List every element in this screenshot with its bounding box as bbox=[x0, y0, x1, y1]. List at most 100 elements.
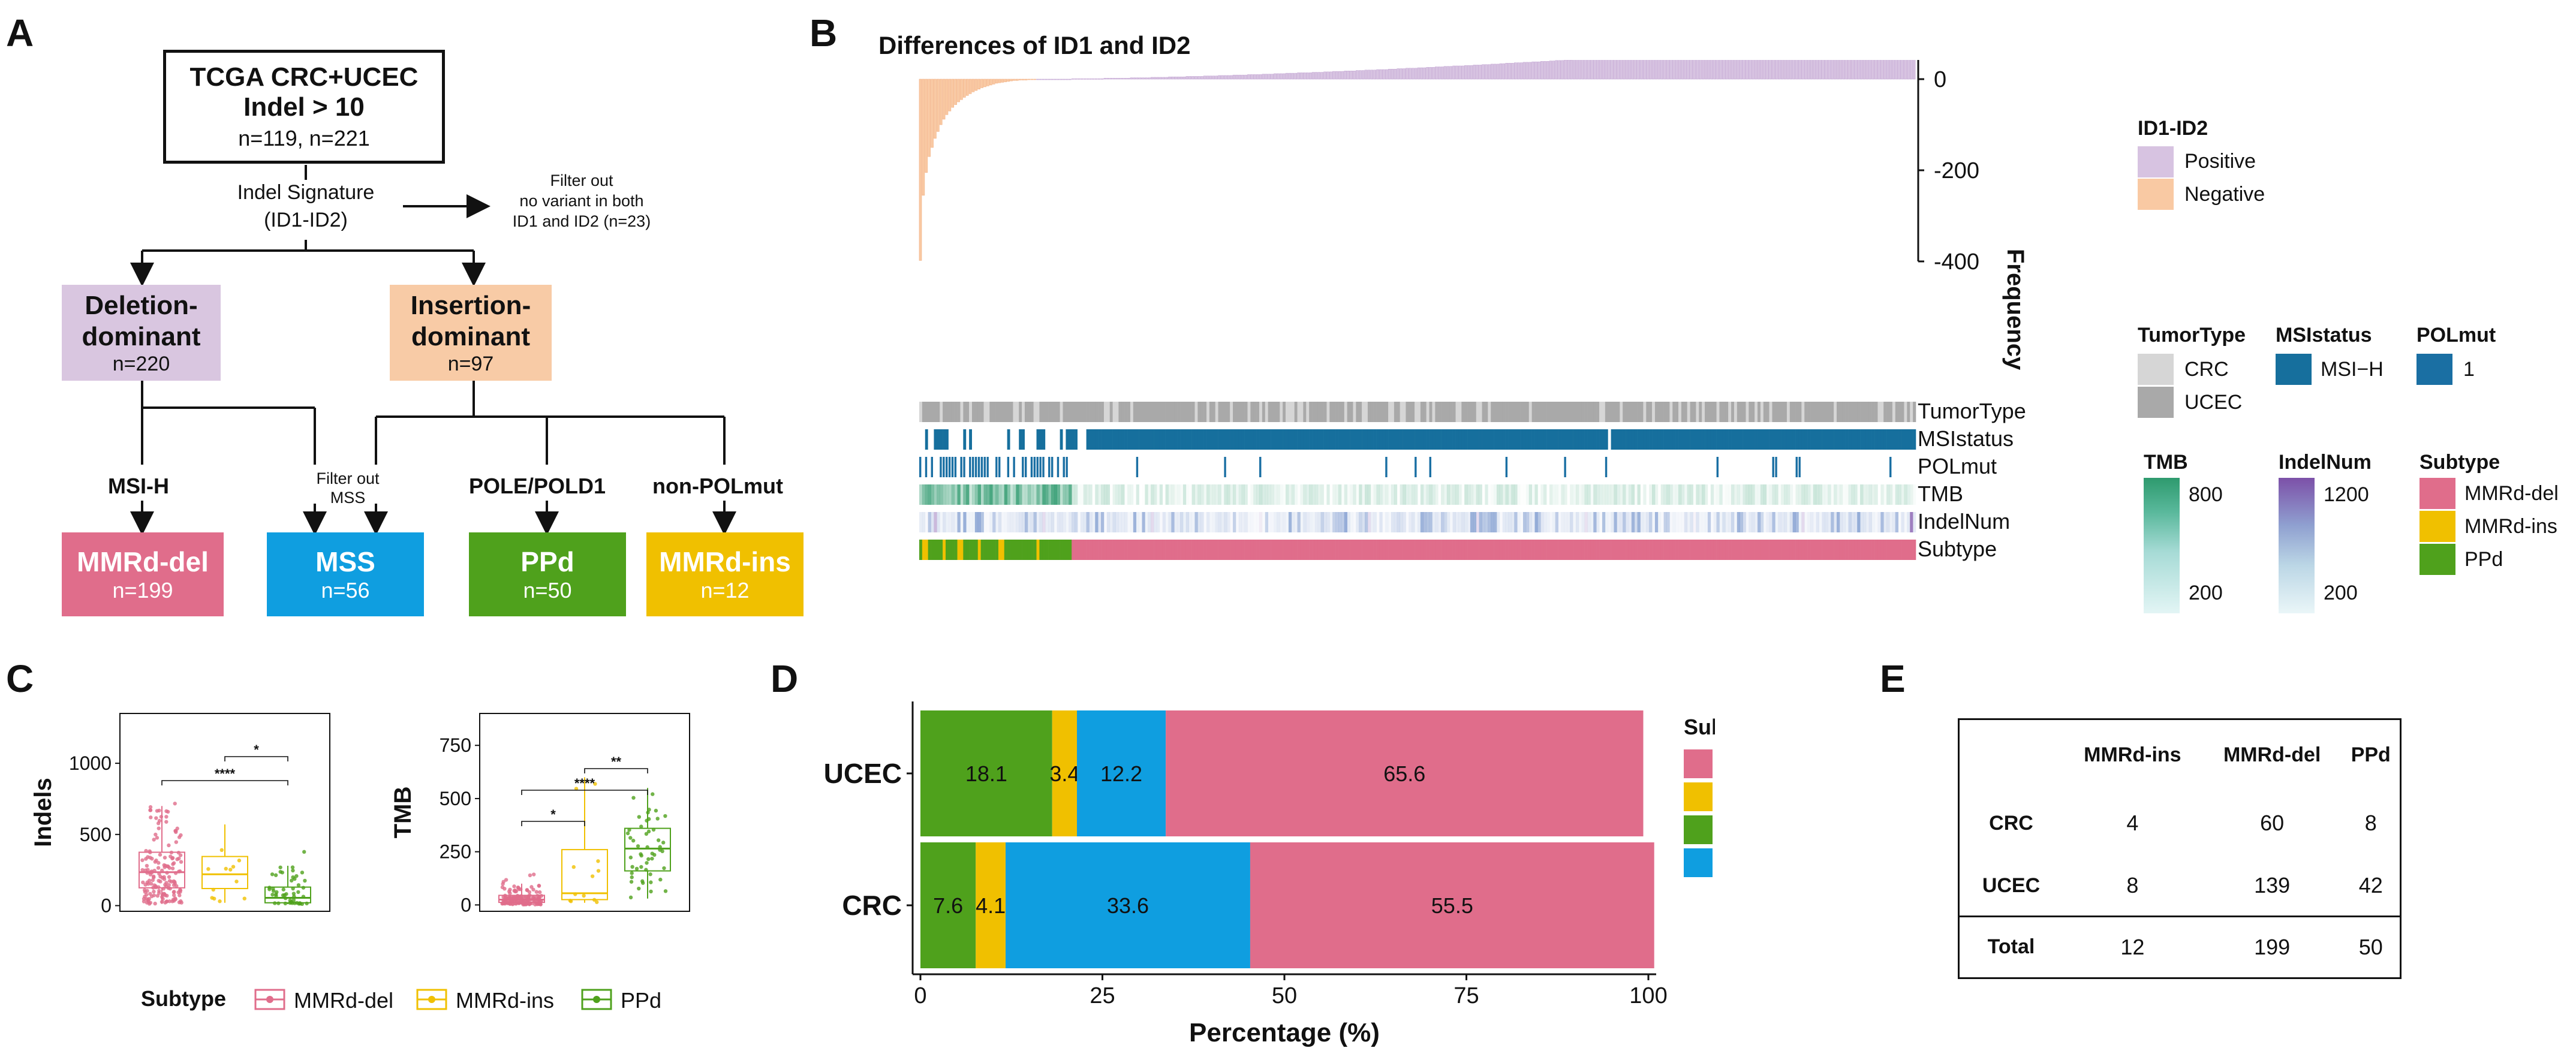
msistatus-cell bbox=[1848, 429, 1852, 450]
msistatus-cell bbox=[1098, 429, 1102, 450]
subtype-cell bbox=[998, 540, 1002, 560]
subtype-cell bbox=[1039, 540, 1043, 560]
tmb-cell bbox=[1441, 484, 1445, 505]
polmut-cell bbox=[1784, 457, 1787, 477]
data-point bbox=[300, 871, 305, 875]
tumortype-cell bbox=[948, 402, 952, 422]
indelnum-cell bbox=[1145, 512, 1148, 532]
data-point bbox=[297, 902, 301, 906]
subtype-cell bbox=[1901, 540, 1904, 560]
indelnum-cell bbox=[1409, 512, 1412, 532]
tumortype-cell bbox=[977, 402, 981, 422]
subtype-cell bbox=[925, 540, 928, 560]
frequency-bar bbox=[1435, 67, 1438, 80]
data-point bbox=[143, 883, 148, 887]
tumortype-cell bbox=[1654, 402, 1659, 422]
frequency-bar bbox=[995, 79, 998, 84]
tumortype-cell bbox=[1449, 402, 1453, 422]
polmut-cell bbox=[1746, 457, 1749, 477]
table-cell: 60 bbox=[2260, 811, 2285, 835]
data-point bbox=[625, 831, 630, 836]
subtype-cell bbox=[1784, 540, 1787, 560]
polmut-cell bbox=[945, 457, 948, 477]
data-point bbox=[630, 875, 634, 880]
tmb-cell bbox=[1575, 484, 1579, 505]
indelnum-cell bbox=[1265, 512, 1268, 532]
tumortype-cell bbox=[1054, 402, 1058, 422]
tumortype-cell bbox=[1288, 402, 1292, 422]
stacked-bar-segment bbox=[1052, 710, 1078, 836]
frequency-bar bbox=[1749, 60, 1752, 80]
panel-b-title: Differences of ID1 and ID2 bbox=[878, 31, 1191, 59]
polmut-cell bbox=[1171, 457, 1175, 477]
data-point bbox=[211, 887, 215, 892]
tmb-cell bbox=[1259, 484, 1263, 505]
msistatus-cell bbox=[1335, 429, 1339, 450]
msistatus-cell bbox=[1669, 429, 1673, 450]
subtype-cell bbox=[1051, 540, 1055, 560]
tmb-cell bbox=[1306, 484, 1310, 505]
subtype-cell bbox=[940, 540, 943, 560]
polmut-cell bbox=[1552, 457, 1556, 477]
polmut-cell bbox=[1139, 457, 1142, 477]
tmb-cell bbox=[960, 484, 964, 505]
tmb-cell bbox=[1051, 484, 1055, 505]
tumortype-cell bbox=[1203, 402, 1207, 422]
polmut-cell bbox=[1112, 457, 1116, 477]
tumortype-cell bbox=[1769, 402, 1772, 422]
msistatus-cell bbox=[1485, 429, 1488, 450]
subtype-cell bbox=[1185, 540, 1190, 560]
tmb-cell bbox=[1277, 484, 1280, 505]
tumortype-cell bbox=[1185, 402, 1190, 422]
tmb-cell bbox=[1209, 484, 1213, 505]
frequency-bar bbox=[1133, 77, 1136, 80]
subtype-cell bbox=[1382, 540, 1386, 560]
tmb-cell bbox=[1403, 484, 1406, 505]
msistatus-cell bbox=[1546, 429, 1550, 450]
subtype-cell bbox=[1522, 540, 1527, 560]
tumortype-cell bbox=[1180, 402, 1184, 422]
subtype-cell bbox=[1277, 540, 1280, 560]
subtype-cell bbox=[1323, 540, 1327, 560]
msistatus-cell bbox=[1760, 429, 1764, 450]
indelnum-cell bbox=[1452, 512, 1456, 532]
ppd-box-n: n=50 bbox=[523, 578, 572, 603]
polmut-cell bbox=[1620, 457, 1623, 477]
frequency-bar bbox=[1707, 60, 1711, 80]
subtype-cell bbox=[1379, 540, 1383, 560]
stacked-bar-segment bbox=[920, 842, 976, 968]
tmb-cell bbox=[1180, 484, 1184, 505]
frequency-bar bbox=[1874, 60, 1877, 80]
frequency-bar bbox=[1027, 79, 1031, 80]
tumortype-cell bbox=[1871, 402, 1875, 422]
polmut-cell bbox=[1165, 457, 1169, 477]
tmb-cell bbox=[1121, 484, 1125, 505]
frequency-bar bbox=[1552, 61, 1555, 80]
subtype-cell bbox=[1865, 540, 1870, 560]
tmb-cell bbox=[1766, 484, 1770, 505]
indelnum-cell bbox=[1649, 512, 1653, 532]
data-point bbox=[149, 871, 154, 875]
msistatus-cell bbox=[1895, 429, 1898, 450]
msistatus-cell bbox=[1749, 429, 1752, 450]
subtype-cell bbox=[1118, 540, 1122, 560]
indelnum-cell bbox=[1048, 512, 1052, 532]
subtype-cell bbox=[937, 540, 940, 560]
msistatus-cell bbox=[1054, 429, 1058, 450]
frequency-bar bbox=[1663, 60, 1666, 80]
frequency-bar bbox=[1898, 60, 1901, 80]
msistatus-cell bbox=[1470, 429, 1474, 450]
subtype-cell bbox=[1485, 540, 1488, 560]
polmut-cell bbox=[1755, 457, 1758, 477]
frequency-bar bbox=[1505, 63, 1508, 80]
x-tick-label: 50 bbox=[1272, 983, 1297, 1008]
frequency-bar bbox=[1130, 77, 1133, 80]
tmb-cell bbox=[1370, 484, 1374, 505]
frequency-bar bbox=[1124, 78, 1127, 80]
msistatus-cell bbox=[1039, 429, 1043, 450]
tmb-cell bbox=[1534, 484, 1538, 505]
frequency-bar bbox=[1051, 79, 1054, 80]
tmb-cell bbox=[1130, 484, 1134, 505]
indelnum-cell bbox=[1224, 512, 1227, 532]
polmut-cell bbox=[1482, 457, 1485, 477]
